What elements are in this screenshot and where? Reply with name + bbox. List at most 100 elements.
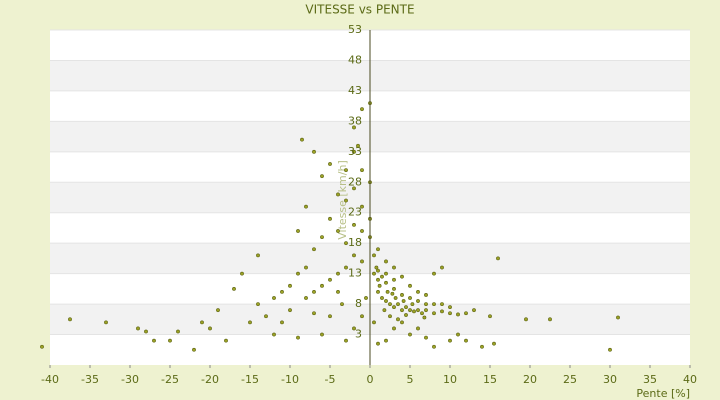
point (264, 314, 268, 319)
point (496, 256, 500, 261)
point (432, 302, 436, 306)
point (408, 332, 412, 337)
point (312, 149, 316, 154)
point (404, 313, 408, 317)
point (360, 314, 364, 319)
point (424, 308, 428, 313)
point (372, 320, 376, 325)
x-tick-label: -40 (41, 373, 59, 386)
point (372, 271, 376, 276)
point (208, 326, 212, 331)
point (400, 293, 404, 297)
point (608, 347, 612, 352)
point (392, 326, 396, 331)
point (360, 168, 364, 172)
point (456, 312, 460, 317)
point (392, 286, 396, 291)
point (364, 296, 368, 300)
point (616, 315, 620, 320)
point (176, 329, 180, 334)
x-tick-label: -5 (325, 373, 336, 386)
point (352, 253, 356, 258)
x-tick-label: -30 (121, 373, 139, 386)
point (488, 314, 492, 319)
point (376, 247, 380, 252)
point (360, 107, 364, 112)
point (388, 314, 392, 319)
x-tick-label: 20 (523, 373, 537, 386)
point (384, 299, 388, 303)
x-tick-label: 30 (603, 373, 617, 386)
y-tick-label: 13 (348, 267, 362, 280)
point (380, 274, 384, 279)
point (480, 344, 484, 349)
chart-title: VITESSE vs PENTE (305, 3, 414, 17)
point (372, 253, 376, 258)
point (328, 277, 332, 282)
point (300, 137, 304, 142)
x-tick-label: -35 (81, 373, 99, 386)
point (304, 296, 308, 300)
point (280, 320, 284, 325)
point (320, 332, 324, 337)
point (256, 253, 260, 258)
y-tick-label: 18 (348, 236, 362, 249)
point (272, 332, 276, 337)
y-tick-label: 33 (348, 145, 362, 158)
x-tick-label: 15 (483, 373, 497, 386)
point (420, 311, 424, 316)
point (336, 271, 340, 276)
point (404, 305, 408, 310)
point (492, 341, 496, 346)
point (392, 277, 396, 282)
point (376, 341, 380, 346)
point (356, 143, 360, 148)
point (312, 247, 316, 252)
point (320, 283, 324, 288)
x-tick-label: -20 (201, 373, 219, 386)
point (344, 265, 348, 270)
point (240, 271, 244, 276)
point (168, 338, 172, 343)
point (304, 204, 308, 209)
point (320, 174, 324, 179)
point (312, 311, 316, 316)
x-tick-label: -15 (241, 373, 259, 386)
point (416, 290, 420, 294)
point (296, 229, 300, 233)
y-tick-label: 53 (348, 23, 362, 36)
point (312, 290, 316, 294)
point (448, 338, 452, 343)
point (296, 271, 300, 276)
point (296, 335, 300, 340)
point (432, 271, 436, 276)
point (144, 329, 148, 334)
y-axis-label: Vitesse [km/h] (336, 160, 349, 240)
point (408, 283, 412, 288)
point (328, 162, 332, 166)
point (380, 296, 384, 300)
point (548, 317, 552, 322)
point (40, 344, 44, 349)
point (68, 317, 72, 322)
point (352, 326, 356, 331)
point (272, 296, 276, 300)
point (448, 305, 452, 310)
point (352, 125, 356, 130)
point (256, 302, 260, 306)
point (200, 320, 204, 325)
y-tick-label: 43 (348, 84, 362, 97)
point (360, 259, 364, 264)
point (328, 314, 332, 319)
point (401, 299, 406, 303)
y-tick-label: 23 (348, 206, 362, 219)
point (376, 268, 380, 273)
point (136, 326, 140, 331)
point (388, 302, 392, 306)
point (288, 308, 292, 313)
point (412, 309, 416, 314)
point (424, 293, 428, 297)
point (416, 308, 420, 313)
point (340, 302, 344, 306)
